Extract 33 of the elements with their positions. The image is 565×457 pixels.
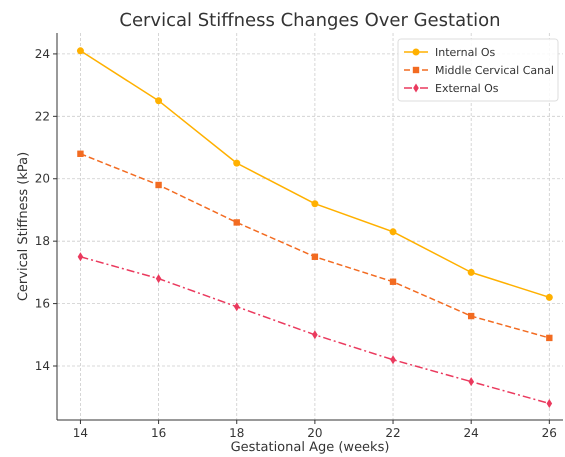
legend-label: Internal Os [435, 46, 496, 59]
x-tick-label: 16 [150, 426, 166, 440]
chart-title: Cervical Stiffness Changes Over Gestation [119, 10, 501, 31]
x-axis-title: Gestational Age (weeks) [230, 440, 390, 455]
point [234, 219, 240, 226]
point [546, 294, 553, 301]
y-tick-label: 18 [34, 234, 50, 248]
legend-label: Middle Cervical Canal [435, 64, 554, 77]
y-tick-label: 14 [34, 359, 50, 374]
x-tick-label: 14 [72, 426, 88, 440]
point [155, 97, 162, 104]
x-tick-label: 26 [542, 426, 557, 440]
y-axis-title: Cervical Stiffness (kPa) [16, 152, 31, 302]
point [77, 150, 84, 157]
point [546, 334, 553, 342]
point [76, 47, 84, 54]
point [233, 160, 240, 167]
point [468, 312, 474, 320]
point [312, 254, 318, 260]
x-tick-label: 20 [307, 426, 323, 440]
y-tick-label: 22 [34, 109, 50, 124]
point [390, 278, 396, 285]
point [311, 200, 318, 208]
point [390, 228, 397, 236]
y-tick-label: 20 [34, 172, 50, 186]
x-tick-label: 22 [385, 426, 401, 440]
y-tick-label: 24 [34, 46, 50, 61]
y-tick-label: 16 [34, 296, 50, 311]
legend-label: External Os [435, 82, 499, 95]
x-tick-label: 24 [464, 426, 479, 440]
point [155, 182, 162, 188]
x-tick-label: 18 [229, 426, 244, 440]
point [468, 268, 475, 276]
